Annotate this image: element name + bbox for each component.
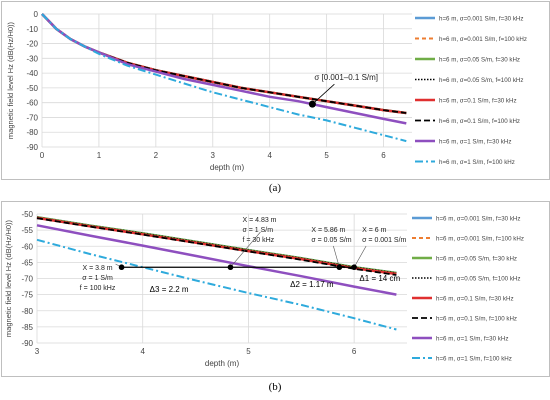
delta-label: Δ2 = 1.17 m (290, 280, 334, 289)
series-line (41, 13, 407, 143)
legend-label: h=6 m, σ=1 S/m, f=100 kHz (439, 159, 515, 166)
x-tick-label: 1 (97, 151, 102, 160)
x-tick-label: 3 (35, 347, 40, 356)
y-tick-label: -65 (21, 258, 33, 267)
annotation-label: σ [0.001–0.1 S/m] (314, 73, 378, 82)
x-tick-label: 0 (40, 151, 45, 160)
chart-panel-b: 3 4 5 6 -50 -55 -60 -65 -70 -75 -80 -85 -90 depth (m)… (1, 201, 550, 377)
y-tick-label: -85 (21, 323, 33, 332)
x-axis-label: depth (m) (210, 163, 245, 172)
chart-a-svg: 0 1 2 3 4 5 6 0 -10 -20 -30 -40 -50 -60 -70 -80 -90 depth… (6, 10, 527, 172)
y-tick-label: -60 (21, 242, 33, 251)
y-tick-label: -30 (26, 54, 38, 63)
annotation-label: σ = 1 S/m (242, 227, 273, 234)
marker-point (227, 264, 234, 271)
annotation-label: σ = 1 S/m (82, 275, 113, 282)
legend-label: h=6 m, σ=0.1 S/m, f=100 kHz (439, 118, 520, 125)
delta-label: Δ1 = 14 cm (359, 274, 400, 283)
annotation-label: σ = 0.001 S/m (362, 237, 406, 244)
x-tick-label: 5 (246, 347, 251, 356)
panel-label-a: (a) (268, 182, 282, 194)
panel-label-b: (b) (268, 381, 282, 393)
legend-label: h=6 m, σ=1 S/m, f=30 kHz (436, 336, 508, 343)
x-tick-label: 3 (211, 151, 216, 160)
y-tick-label: -90 (26, 143, 38, 152)
series-line (41, 13, 407, 125)
series-line (36, 224, 397, 296)
y-axis-label: magnetic field level Hz (dB(Hz/H0)) (6, 21, 15, 139)
annotation-label: f = 30 kHz (242, 237, 274, 244)
y-tick-label: -40 (26, 69, 38, 78)
y-axis-label: magnetic field level Hz (dB(Hz/H0)) (4, 219, 13, 337)
callout-leader (333, 245, 340, 268)
annotation-label: X = 3.8 m (82, 265, 112, 272)
delta-label: Δ3 = 2.2 m (150, 285, 189, 294)
y-tick-label: -70 (21, 275, 33, 284)
y-tick-label: -10 (26, 25, 38, 34)
y-tick-label: -75 (21, 291, 33, 300)
marker-point (336, 264, 343, 271)
x-tick-label: 5 (324, 151, 329, 160)
y-tick-label: -60 (26, 99, 38, 108)
y-tick-label: -50 (26, 84, 38, 93)
legend-label: h=6 m, σ=1 S/m, f=100 kHz (436, 356, 512, 363)
legend-label: h=6 m, σ=0.05 S/m, f=30 kHz (439, 57, 520, 64)
x-tick-label: 2 (154, 151, 159, 160)
y-tick-label: -20 (26, 40, 38, 49)
legend-label: h=6 m, σ=1 S/m, f=30 kHz (439, 139, 511, 146)
annotation-label: X = 4.83 m (242, 217, 276, 224)
marker-point (351, 264, 357, 271)
legend-label: h=6 m, σ=0.001 S/m, f=30 kHz (436, 216, 520, 223)
x-tick-label: 4 (267, 151, 272, 160)
y-tick-label: 0 (34, 10, 39, 19)
legend-label: h=6 m, σ=0.1 S/m, f=30 kHz (436, 296, 514, 303)
legend-label: h=6 m, σ=0.1 S/m, f=100 kHz (436, 316, 517, 323)
y-tick-label: -80 (21, 307, 33, 316)
callout-leader (230, 231, 261, 268)
legend-label: h=6 m, σ=0.001 S/m, f=100 kHz (436, 236, 524, 243)
marker-point (118, 264, 125, 271)
y-tick-label: -70 (26, 113, 38, 122)
legend-label: h=6 m, σ=0.05 S/m, f=100 kHz (436, 276, 520, 283)
x-axis-label: depth (m) (205, 359, 240, 368)
chart-panel-a: 0 1 2 3 4 5 6 0 -10 -20 -30 -40 -50 -60 -70 -80 -90 depth… (1, 1, 550, 180)
annotation-label: f = 100 kHz (80, 285, 116, 292)
callout-leader (353, 245, 367, 268)
chart-b-svg: 3 4 5 6 -50 -55 -60 -65 -70 -75 -80 -85 -90 depth (m)… (4, 210, 524, 368)
legend-label: h=6 m, σ=0.05 S/m, f=100 kHz (439, 77, 523, 84)
y-tick-label: -55 (21, 226, 33, 235)
legend-label: h=6 m, σ=0.001 S/m, f=100 kHz (439, 36, 527, 43)
legend-label: h=6 m, σ=0.001 S/m, f=30 kHz (439, 16, 523, 23)
annotation-label: σ = 0.05 S/m (311, 237, 351, 244)
annotation-label: X = 6 m (362, 227, 386, 234)
marker-point (308, 100, 316, 108)
x-tick-label: 6 (381, 151, 386, 160)
y-tick-label: -80 (26, 128, 38, 137)
legend-label: h=6 m, σ=0.05 S/m, f=30 kHz (436, 256, 517, 263)
x-tick-label: 6 (352, 347, 357, 356)
callout-leader (312, 83, 335, 105)
x-tick-label: 4 (140, 347, 145, 356)
annotation-label: X = 5.86 m (311, 227, 345, 234)
legend-label: h=6 m, σ=0.1 S/m, f=30 kHz (439, 98, 517, 105)
y-tick-label: -50 (21, 210, 33, 219)
y-tick-label: -90 (21, 339, 33, 348)
